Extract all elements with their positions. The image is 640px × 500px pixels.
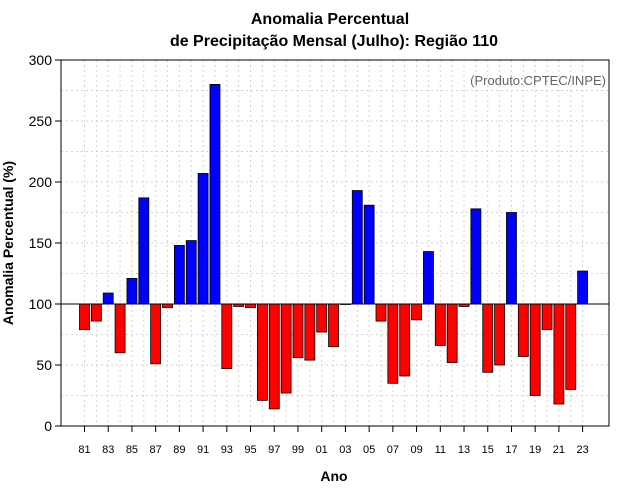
bar xyxy=(162,303,173,309)
bar xyxy=(304,303,316,361)
y-tick-label: 300 xyxy=(29,52,53,68)
bar xyxy=(245,303,256,309)
bar xyxy=(482,303,494,373)
bars-layer xyxy=(79,84,589,410)
y-tick-label: 50 xyxy=(36,357,52,373)
y-tick-label: 250 xyxy=(29,113,53,129)
chart-title-line1: Anomalia Percentual xyxy=(251,11,409,28)
y-tick-label: 150 xyxy=(29,235,53,251)
bar xyxy=(173,245,185,305)
x-tick-label: 09 xyxy=(410,444,422,456)
bar xyxy=(185,240,197,305)
x-tick-label: 21 xyxy=(553,444,565,456)
bar xyxy=(529,303,541,396)
x-tick-label: 87 xyxy=(150,444,162,456)
bar xyxy=(256,303,268,401)
x-tick-label: 03 xyxy=(339,444,351,456)
bar xyxy=(138,197,150,305)
bar xyxy=(114,303,126,354)
bar xyxy=(351,190,363,305)
x-tick-label: 85 xyxy=(126,444,138,456)
bar xyxy=(446,303,458,363)
bar xyxy=(517,303,529,357)
x-axis-label: Ano xyxy=(320,468,347,484)
bar xyxy=(387,303,399,384)
bar xyxy=(470,208,482,305)
bar xyxy=(506,212,517,305)
y-axis: 0 50 100 150 200 250 300 xyxy=(29,52,61,434)
x-tick-label: 13 xyxy=(458,444,470,456)
bar xyxy=(280,303,292,394)
x-axis: 81 83 85 87 89 91 93 95 97 99 01 03 05 07 09 11 13 15 17 19… xyxy=(78,426,589,456)
x-tick-label: 95 xyxy=(244,444,256,456)
bar xyxy=(411,303,422,321)
x-tick-label: 91 xyxy=(197,444,209,456)
bar xyxy=(375,303,387,322)
bar xyxy=(316,303,328,333)
x-tick-label: 89 xyxy=(173,444,185,456)
bar xyxy=(150,303,162,365)
y-tick-label: 200 xyxy=(29,174,53,190)
bar xyxy=(399,303,411,377)
bar xyxy=(209,84,221,305)
grid-layer xyxy=(61,60,609,426)
x-tick-label: 93 xyxy=(221,444,233,456)
bar xyxy=(494,303,506,366)
bar xyxy=(268,303,280,410)
y-tick-label: 100 xyxy=(29,296,53,312)
bar xyxy=(423,251,434,305)
x-tick-label: 23 xyxy=(576,444,588,456)
bar xyxy=(90,303,102,322)
source-annotation: (Produto:CPTEC/INPE) xyxy=(470,73,606,88)
bar xyxy=(565,303,577,390)
x-tick-label: 81 xyxy=(78,444,90,456)
bar xyxy=(553,303,565,405)
chart-title-line2: de Precipitação Mensal (Julho): Região 1… xyxy=(170,33,498,50)
x-tick-label: 83 xyxy=(102,444,114,456)
bar xyxy=(328,303,339,348)
bar xyxy=(434,303,446,346)
bar xyxy=(197,173,209,305)
bar xyxy=(221,303,233,370)
bar xyxy=(102,292,114,305)
y-tick-label: 0 xyxy=(44,418,52,434)
x-tick-label: 01 xyxy=(316,444,328,456)
bar xyxy=(363,204,375,305)
x-tick-label: 19 xyxy=(529,444,541,456)
x-tick-label: 11 xyxy=(435,444,446,456)
bar xyxy=(126,277,138,305)
y-axis-label: Anomalia Percentual (%) xyxy=(0,161,16,325)
x-tick-label: 99 xyxy=(292,444,304,456)
x-tick-label: 97 xyxy=(268,444,280,456)
bar xyxy=(79,303,90,331)
x-tick-label: 15 xyxy=(482,444,494,456)
bar xyxy=(541,303,553,331)
x-tick-label: 17 xyxy=(505,444,517,456)
bar xyxy=(577,270,589,305)
x-tick-label: 07 xyxy=(387,444,399,456)
x-tick-label: 05 xyxy=(363,444,375,456)
bar xyxy=(292,303,304,359)
